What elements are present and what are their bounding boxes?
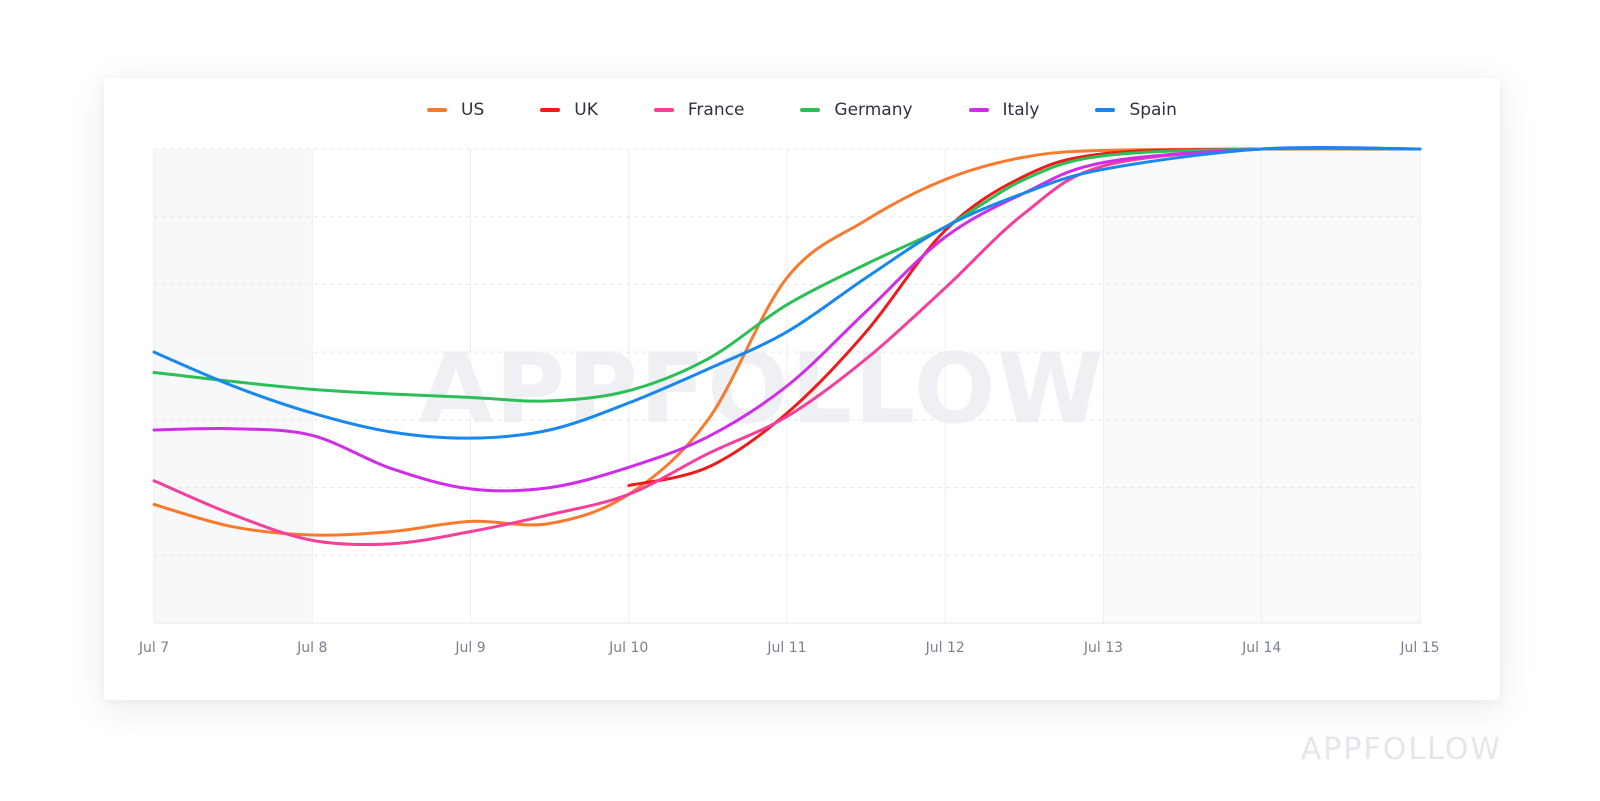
legend-swatch-uk xyxy=(540,108,561,112)
legend-swatch-france xyxy=(653,108,674,112)
x-tick-label: Jul 15 xyxy=(1399,640,1439,656)
grid-lines xyxy=(153,148,1421,624)
x-tick-label: Jul 11 xyxy=(766,640,806,656)
x-tick-label: Jul 13 xyxy=(1083,640,1123,656)
legend-label-uk: UK xyxy=(574,100,598,120)
series-line-italy[interactable] xyxy=(152,146,1422,493)
legend-item-us[interactable]: US xyxy=(427,100,484,120)
legend-swatch-germany xyxy=(800,108,821,112)
x-tick-label: Jul 8 xyxy=(296,640,327,656)
series-line-us[interactable] xyxy=(152,147,1422,537)
series-line-germany[interactable] xyxy=(152,147,1422,403)
x-tick-label: Jul 14 xyxy=(1241,640,1281,656)
line-chart: APPFOLLOW Jul 7 Jul 8 Jul 9 Jul 10 Jul 11 Jul… xyxy=(138,145,1440,656)
legend-label-spain: Spain xyxy=(1129,100,1177,120)
appfollow-logo-text: APPFOLLOW xyxy=(1300,732,1502,767)
legend-label-italy: Italy xyxy=(1002,100,1040,120)
legend-swatch-spain xyxy=(1095,108,1116,112)
legend-item-uk[interactable]: UK xyxy=(540,100,598,120)
x-tick-label: Jul 9 xyxy=(454,640,485,656)
series-line-spain[interactable] xyxy=(152,145,1422,440)
x-tick-label: Jul 7 xyxy=(138,640,169,656)
legend-label-france: France xyxy=(687,100,745,120)
series-line-france[interactable] xyxy=(152,146,1422,547)
legend-label-germany: Germany xyxy=(834,100,913,120)
legend-swatch-us xyxy=(427,108,448,112)
legend-swatch-italy xyxy=(968,108,989,112)
x-tick-label: Jul 12 xyxy=(925,640,965,656)
legend-item-spain[interactable]: Spain xyxy=(1095,100,1177,120)
legend-label-us: US xyxy=(461,100,485,120)
chart-card: US UK France Germany Italy Spain APPFO xyxy=(104,78,1500,700)
legend-item-germany[interactable]: Germany xyxy=(800,100,913,120)
x-tick-label: Jul 10 xyxy=(608,640,648,656)
legend-item-france[interactable]: France xyxy=(653,100,745,120)
series-lines xyxy=(152,145,1422,547)
legend-item-italy[interactable]: Italy xyxy=(968,100,1040,120)
chart-legend: US UK France Germany Italy Spain xyxy=(104,100,1500,120)
x-axis-tick-labels: Jul 7 Jul 8 Jul 9 Jul 10 Jul 11 Jul 12 Jul 13 J… xyxy=(138,640,1440,656)
